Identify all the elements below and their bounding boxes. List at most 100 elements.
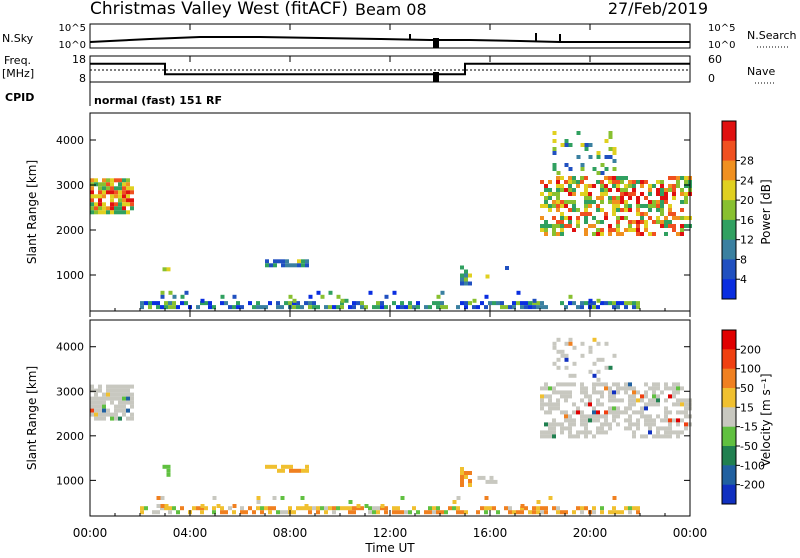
data-cell: [114, 416, 118, 421]
data-cell: [118, 178, 122, 183]
data-cell: [464, 281, 468, 286]
data-cell: [608, 301, 612, 306]
data-cell: [584, 204, 588, 208]
data-cell: [312, 301, 316, 306]
data-cell: [592, 337, 597, 342]
data-cell: [412, 305, 416, 310]
data-cell: [632, 180, 636, 184]
data-cell: [568, 220, 572, 224]
data-cell: [118, 416, 122, 421]
data-cell: [568, 422, 572, 427]
data-cell: [94, 416, 98, 421]
data-cell: [664, 192, 668, 196]
data-cell: [468, 479, 472, 483]
data-cell: [620, 232, 624, 236]
data-cell: [644, 228, 648, 232]
data-cell: [90, 178, 94, 183]
data-cell: [94, 408, 98, 413]
data-cell: [352, 506, 356, 511]
data-cell: [612, 151, 617, 155]
data-cell: [324, 305, 328, 310]
data-cell: [528, 305, 532, 310]
x-tick-label: 08:00: [273, 526, 308, 540]
data-cell: [584, 188, 588, 192]
data-cell: [616, 216, 620, 220]
data-cell: [660, 390, 664, 395]
data-cell: [632, 506, 636, 511]
data-cell: [544, 204, 548, 208]
data-cell: [584, 390, 588, 395]
x-tick-label: 20:00: [573, 526, 608, 540]
data-cell: [624, 216, 628, 220]
data-cell: [616, 414, 620, 419]
data-cell: [301, 259, 305, 264]
data-cell: [608, 510, 612, 515]
data-cell: [632, 402, 636, 407]
data-cell: [352, 301, 356, 306]
data-cell: [588, 369, 593, 374]
data-cell: [544, 422, 548, 427]
data-cell: [556, 382, 560, 387]
data-cell: [664, 434, 668, 439]
data-cell: [580, 418, 584, 423]
data-cell: [126, 182, 130, 187]
data-cell: [118, 404, 122, 409]
data-cell: [640, 220, 644, 224]
data-cell: [592, 510, 596, 515]
data-cell: [556, 357, 561, 362]
data-cell: [252, 510, 256, 515]
data-cell: [505, 266, 509, 270]
data-cell: [640, 232, 644, 236]
data-cell: [122, 202, 126, 207]
data-cell: [98, 388, 102, 393]
data-cell: [184, 301, 188, 306]
data-cell: [460, 273, 464, 278]
data-cell: [536, 506, 540, 511]
data-cell: [656, 426, 660, 431]
data-cell: [632, 188, 636, 192]
data-cell: [644, 406, 648, 411]
data-cell: [460, 277, 464, 282]
data-cell: [632, 398, 636, 403]
data-cell: [356, 506, 360, 511]
data-cell: [652, 402, 656, 407]
data-cell: [624, 410, 628, 415]
data-cell: [484, 506, 488, 511]
data-cell: [568, 180, 572, 184]
data-cell: [556, 224, 560, 228]
data-cell: [552, 422, 556, 427]
data-cell: [540, 386, 544, 391]
data-cell: [612, 305, 616, 310]
data-cell: [620, 192, 624, 196]
data-cell: [576, 184, 580, 188]
data-cell: [600, 426, 604, 431]
data-cell: [492, 301, 496, 306]
velocity-cbar-tick: -15: [740, 421, 758, 434]
data-cell: [508, 510, 512, 515]
data-cell: [544, 228, 548, 232]
nsearch-label: N.Search: [747, 29, 797, 42]
data-cell: [640, 204, 644, 208]
data-cell: [106, 408, 110, 413]
data-cell: [672, 184, 676, 188]
data-cell: [604, 212, 608, 216]
data-cell: [600, 171, 605, 175]
data-cell: [572, 510, 576, 515]
data-cell: [584, 176, 588, 180]
data-cell: [560, 232, 564, 236]
data-cell: [680, 176, 684, 180]
data-cell: [664, 196, 668, 200]
power-cbar-tick: 28: [740, 155, 754, 168]
data-cell: [544, 402, 548, 407]
data-cell: [552, 434, 556, 439]
data-cell: [284, 301, 288, 306]
data-cell: [612, 398, 616, 403]
data-cell: [672, 386, 676, 391]
data-cell: [616, 220, 620, 224]
data-cell: [544, 220, 548, 224]
data-cell: [672, 228, 676, 232]
data-cell: [256, 506, 260, 511]
data-cell: [572, 361, 577, 366]
data-cell: [556, 208, 560, 212]
data-cell: [224, 510, 228, 515]
